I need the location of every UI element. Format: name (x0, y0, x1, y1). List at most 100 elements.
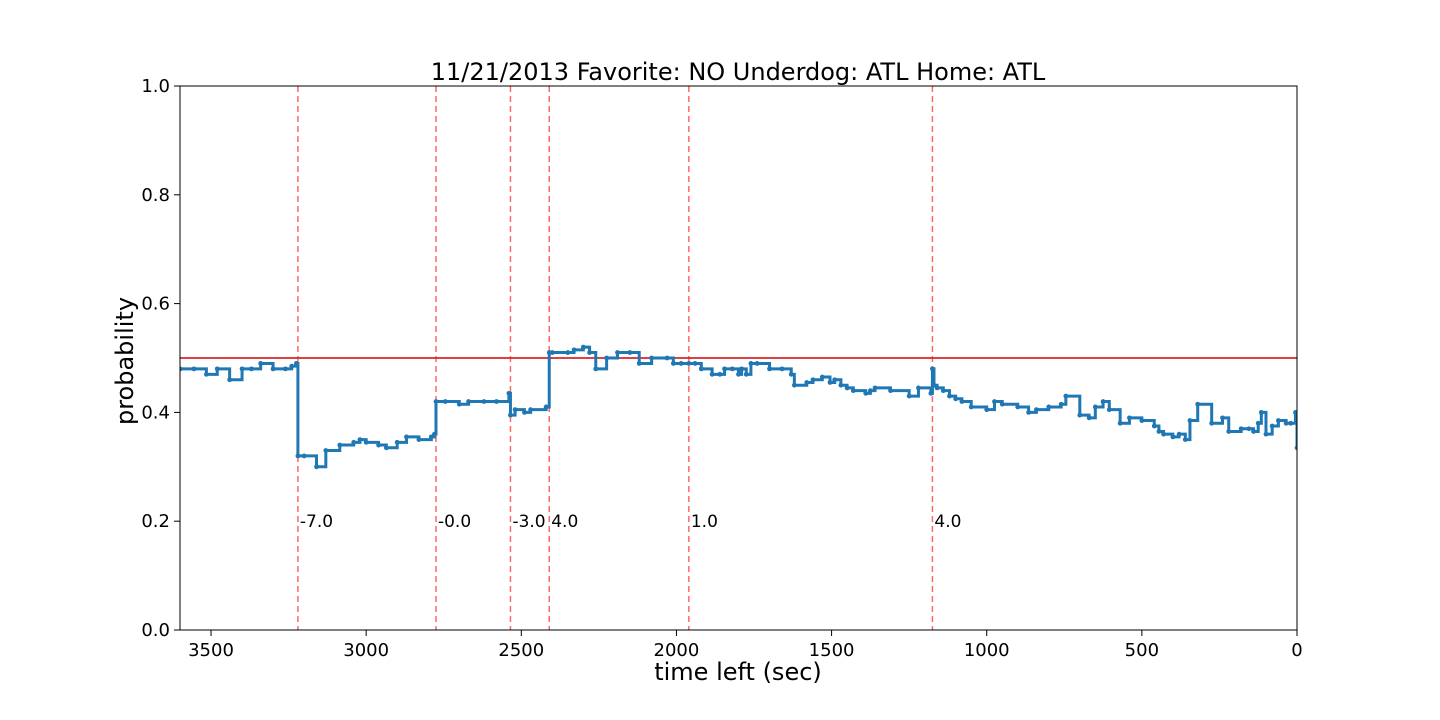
probability-point (838, 382, 844, 388)
plot-area (180, 86, 1297, 630)
probability-point (376, 442, 381, 448)
probability-point (466, 399, 471, 404)
probability-point (804, 380, 810, 385)
probability-point (984, 407, 990, 413)
probability-point (959, 399, 965, 404)
probability-point (748, 361, 754, 366)
probability-point (788, 371, 794, 377)
probability-point (627, 350, 633, 355)
probability-point (906, 393, 912, 399)
x-tick-label: 3000 (343, 640, 389, 661)
probability-point (323, 448, 329, 453)
probability-point (999, 401, 1005, 407)
probability-point (295, 453, 301, 459)
probability-point (1092, 404, 1098, 410)
score-event-label: 4.0 (934, 512, 961, 532)
probability-point (1182, 437, 1188, 442)
probability-point (1156, 429, 1162, 434)
probability-point (615, 350, 620, 355)
probability-point (383, 445, 389, 451)
probability-point (283, 366, 288, 372)
probability-point (1058, 401, 1064, 407)
y-axis-label: probability (111, 297, 139, 425)
y-tick-label: 0.6 (141, 294, 170, 315)
probability-point (844, 385, 850, 391)
y-tick-label: 0.8 (141, 185, 170, 206)
probability-point (968, 404, 974, 410)
probability-point (1220, 415, 1225, 421)
y-tick-label: 1.0 (141, 76, 170, 97)
probability-point (779, 366, 785, 372)
probability-point (709, 371, 715, 377)
probability-point (522, 410, 527, 415)
probability-point (1026, 410, 1032, 415)
probability-point (863, 390, 869, 396)
probability-point (571, 347, 577, 353)
probability-point (1100, 399, 1106, 404)
probability-point (289, 363, 295, 369)
probability-point (1063, 393, 1069, 399)
probability-point (512, 407, 518, 413)
probability-point (494, 399, 499, 404)
score-event-label: 4.0 (551, 512, 578, 532)
probability-point (1263, 431, 1269, 437)
probability-point (203, 371, 209, 377)
probability-point (587, 350, 592, 355)
probability-point (1294, 445, 1297, 451)
probability-point (1151, 423, 1157, 429)
probability-point (729, 366, 735, 372)
probability-point (1246, 426, 1252, 432)
probability-point (743, 371, 749, 377)
probability-point (928, 390, 934, 396)
probability-point (1288, 420, 1294, 426)
probability-point (394, 439, 400, 445)
x-axis-label: time left (sec) (654, 658, 822, 686)
probability-point (791, 382, 797, 388)
probability-point (1086, 415, 1092, 421)
probability-point (1258, 410, 1264, 415)
x-tick-label: 1500 (809, 640, 855, 661)
probability-point (580, 344, 586, 350)
probability-point (357, 437, 363, 442)
probability-point (404, 434, 409, 440)
probability-point (670, 361, 676, 366)
probability-point (872, 385, 878, 391)
probability-point (416, 437, 422, 442)
probability-point (1161, 431, 1166, 437)
probability-point (1255, 420, 1261, 426)
probability-point (832, 377, 838, 383)
probability-point (649, 355, 655, 361)
plot-frame (179, 85, 1298, 631)
score-event-label: -7.0 (300, 512, 333, 532)
x-tick-label: 3500 (188, 640, 234, 661)
y-tick-label: 0.2 (141, 511, 170, 532)
probability-point (1209, 420, 1215, 426)
probability-point (214, 366, 220, 372)
probability-point (664, 355, 670, 361)
probability-point (1117, 420, 1123, 426)
probability-point (1015, 404, 1021, 410)
probability-point (1195, 401, 1201, 407)
probability-point (191, 366, 197, 372)
probability-point (363, 439, 369, 445)
x-tick-label: 1000 (964, 640, 1010, 661)
probability-point (314, 464, 319, 470)
probability-point (888, 388, 893, 394)
probability-point (1251, 429, 1256, 434)
probability-point (819, 374, 825, 380)
probability-point (270, 366, 276, 372)
probability-point (1127, 415, 1132, 421)
probability-point (930, 366, 935, 372)
probability-point (678, 361, 684, 366)
probability-point (442, 399, 448, 404)
probability-point (736, 371, 741, 377)
probability-point (1170, 434, 1176, 440)
probability-point (604, 355, 610, 361)
y-tick-label: 0.4 (141, 402, 170, 423)
probability-point (686, 361, 692, 366)
probability-point (180, 366, 183, 372)
probability-point (1106, 407, 1112, 413)
probability-point (722, 366, 727, 372)
